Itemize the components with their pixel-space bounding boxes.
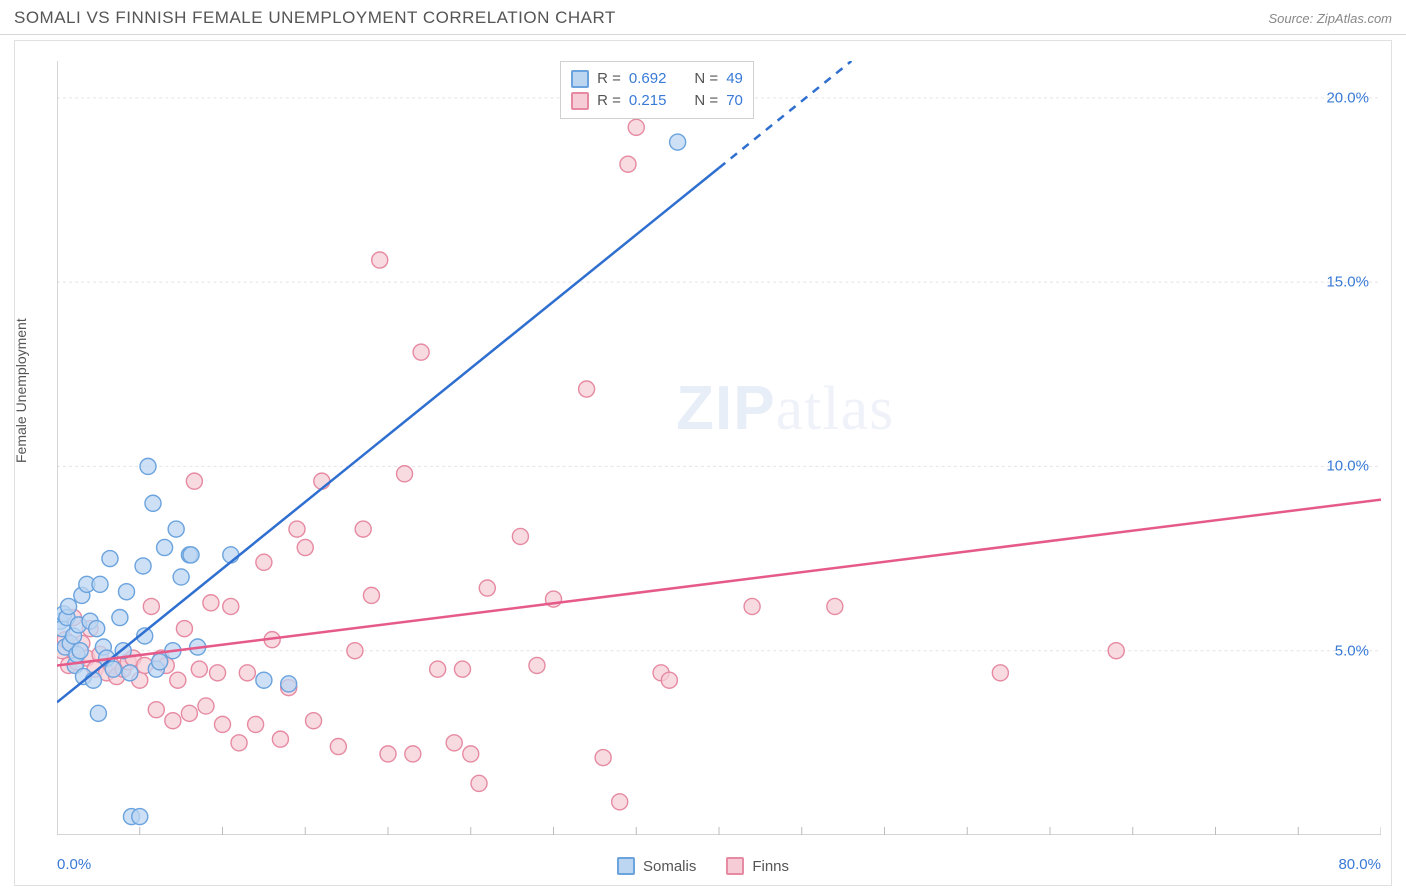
stats-r-value: 0.215 [629,90,667,112]
chart-container: Female Unemployment ZIPatlas R =0.692N =… [14,40,1392,886]
stats-n-value: 49 [726,68,743,90]
chart-header: SOMALI VS FINNISH FEMALE UNEMPLOYMENT CO… [0,0,1406,35]
x-tick-label: 0.0% [57,856,91,873]
y-tick-label: 5.0% [1335,642,1369,659]
legend-label: Finns [752,858,789,875]
chart-title: SOMALI VS FINNISH FEMALE UNEMPLOYMENT CO… [14,8,616,28]
stats-row-finns: R = 0.215 N = 70 [571,90,743,112]
plot-area: ZIPatlas R =0.692N =49R =0.215N =70 [57,61,1381,835]
y-tick-label: 20.0% [1326,89,1369,106]
stats-r-label: R = [597,68,621,90]
stats-n-value: 70 [726,90,743,112]
stats-n-label: N = [694,90,718,112]
legend-item-somalis: Somalis [617,857,696,875]
series-legend: Somalis Finns [617,857,789,875]
legend-swatch-icon [571,70,589,88]
plot-svg [57,61,1381,835]
y-tick-label: 15.0% [1326,274,1369,291]
correlation-stats-box: R = 0.692 N = 49 R = 0.215 N = 70 [560,61,754,119]
legend-swatch-icon [617,857,635,875]
legend-swatch-icon [726,857,744,875]
legend-item-finns: Finns [726,857,789,875]
stats-r-value: 0.692 [629,68,667,90]
stats-n-label: N = [694,68,718,90]
stats-row-somalis: R = 0.692 N = 49 [571,68,743,90]
source-label: Source: ZipAtlas.com [1268,11,1392,26]
y-tick-label: 10.0% [1326,458,1369,475]
y-axis-label: Female Unemployment [13,318,29,463]
legend-label: Somalis [643,858,696,875]
x-tick-label: 80.0% [1338,856,1381,873]
stats-r-label: R = [597,90,621,112]
legend-swatch-icon [571,92,589,110]
